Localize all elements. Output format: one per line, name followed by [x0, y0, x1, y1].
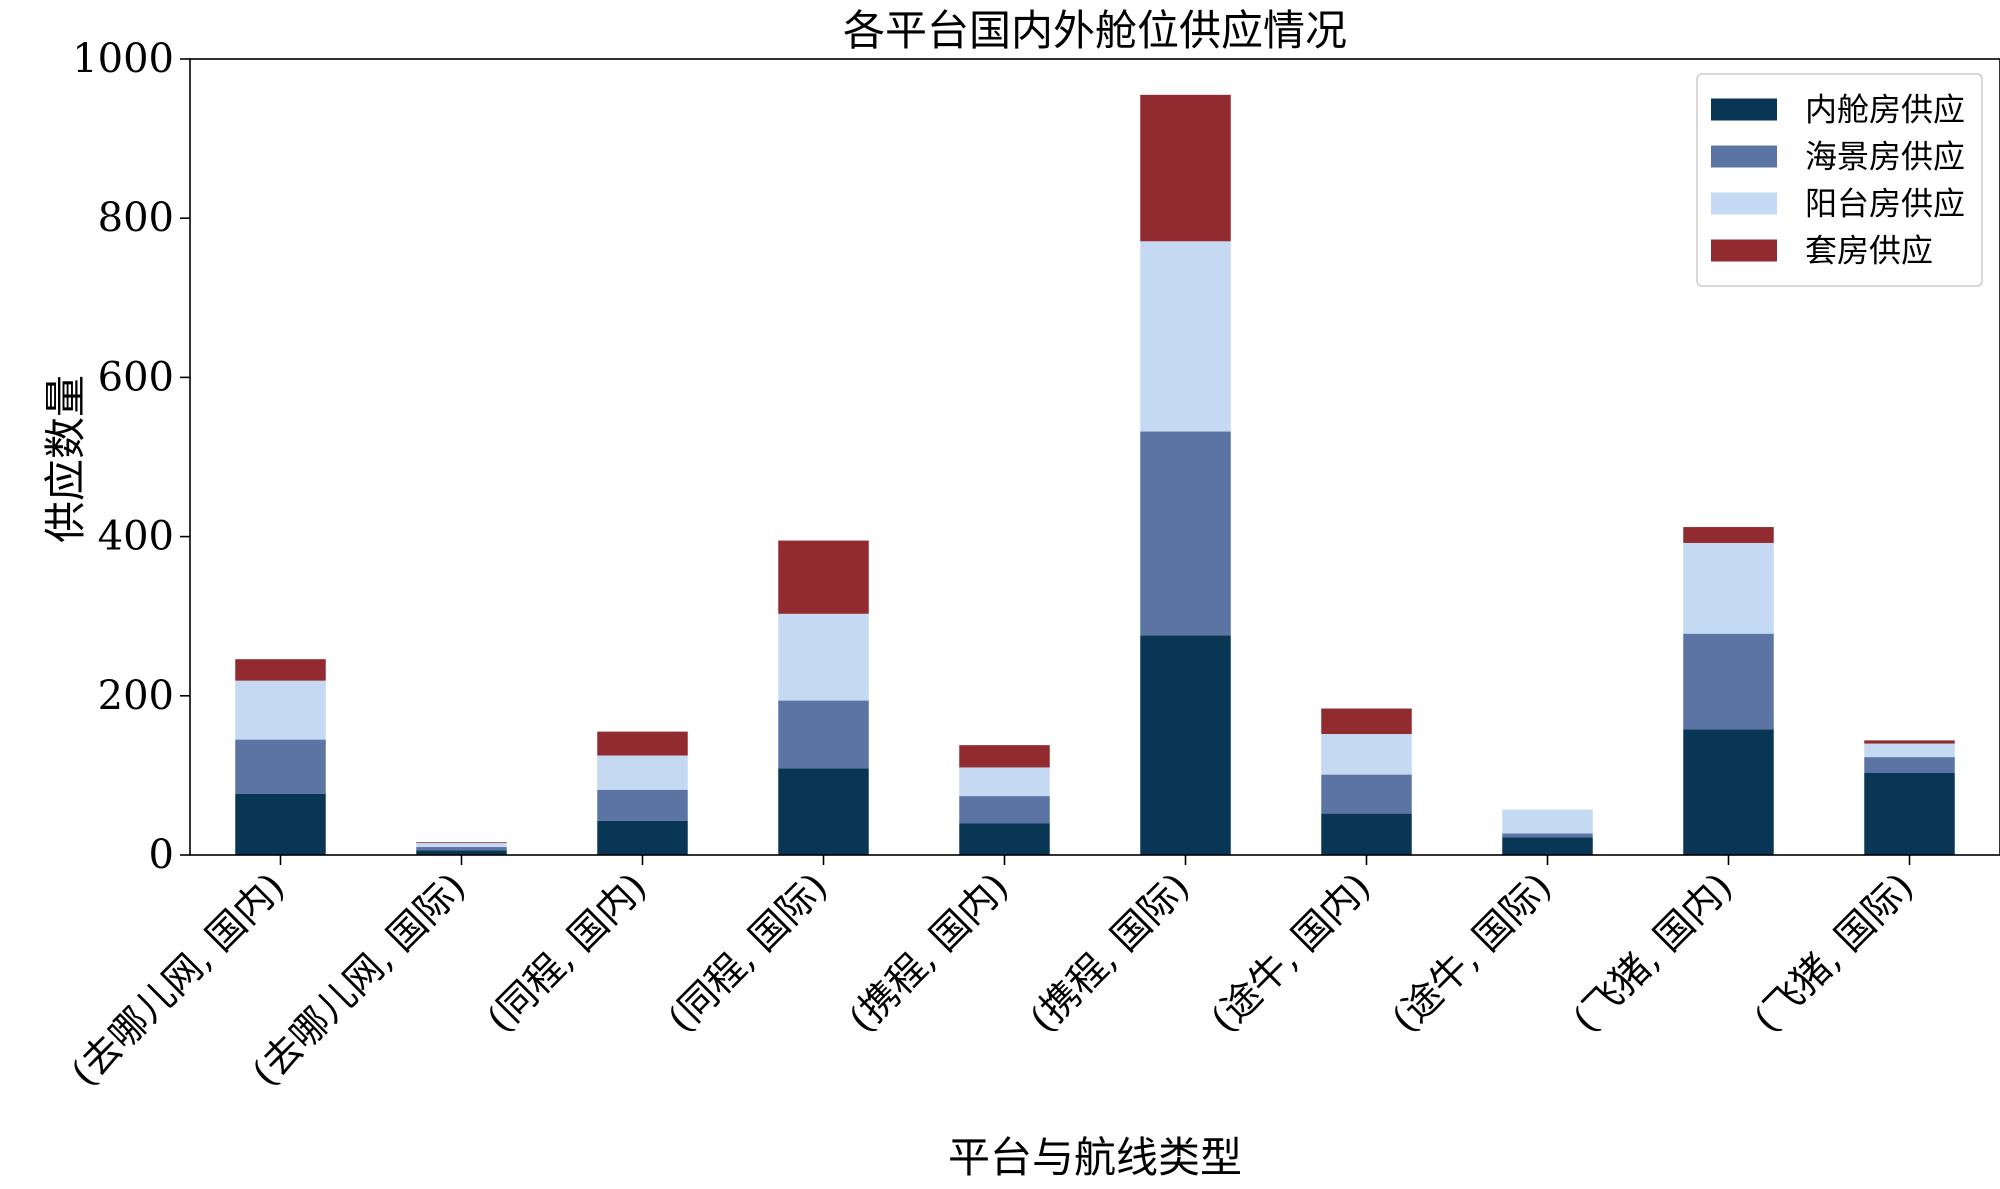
legend-swatch-0 [1711, 98, 1777, 121]
y-axis-label: 供应数量 [41, 375, 90, 543]
y-tick-label-3: 600 [98, 354, 174, 400]
legend-swatch-2 [1711, 192, 1777, 215]
bar-6-series-3 [1321, 708, 1412, 735]
bar-2-series-3 [597, 731, 688, 756]
y-tick-label-5: 1000 [72, 36, 174, 82]
x-tick-label-8: (飞猪, 国内) [1564, 864, 1741, 1041]
bar-7-series-0 [1502, 837, 1593, 855]
bar-0-series-2 [235, 680, 326, 740]
x-tick-label-5: (携程, 国际) [1021, 864, 1198, 1041]
bar-1-series-3 [416, 842, 507, 844]
bar-0-series-1 [235, 739, 326, 794]
x-axis-label: 平台与航线类型 [948, 1133, 1242, 1182]
x-tick-label-6: (途牛, 国内) [1202, 864, 1379, 1041]
bar-3-series-1 [778, 700, 869, 769]
bar-8-series-1 [1683, 633, 1774, 730]
x-tick-label-4: (携程, 国内) [840, 864, 1017, 1041]
bar-2-series-2 [597, 755, 688, 790]
y-tick-label-1: 200 [98, 673, 174, 719]
bar-5-series-2 [1140, 241, 1231, 432]
x-tick-label-3: (同程, 国际) [659, 864, 836, 1041]
y-tick-label-4: 800 [98, 195, 174, 241]
legend-label-0: 内舱房供应 [1805, 91, 1965, 129]
bar-2-series-0 [597, 820, 688, 855]
bar-5-series-3 [1140, 94, 1231, 242]
y-tick-label-2: 400 [98, 514, 174, 560]
bar-6-series-1 [1321, 774, 1412, 814]
legend-label-1: 海景房供应 [1805, 138, 1965, 176]
bar-5-series-0 [1140, 635, 1231, 855]
bar-4-series-0 [959, 823, 1050, 855]
chart-title: 各平台国内外舱位供应情况 [843, 6, 1347, 55]
bar-1-series-1 [416, 847, 507, 851]
bars-layer [235, 94, 1955, 855]
bar-1-series-2 [416, 843, 507, 848]
bar-0-series-0 [235, 793, 326, 855]
x-tick-label-9: (飞猪, 国际) [1745, 864, 1922, 1041]
bar-7-series-1 [1502, 833, 1593, 838]
bar-6-series-0 [1321, 813, 1412, 855]
bar-3-series-0 [778, 768, 869, 855]
bar-4-series-2 [959, 767, 1050, 797]
bar-5-series-1 [1140, 431, 1231, 636]
x-tick-label-7: (途牛, 国际) [1383, 864, 1560, 1041]
legend-frame [1696, 73, 1983, 287]
bar-0-series-3 [235, 659, 326, 681]
legend-swatch-3 [1711, 239, 1777, 262]
legend-swatch-1 [1711, 145, 1777, 168]
bar-1-series-0 [416, 850, 507, 855]
bar-6-series-2 [1321, 734, 1412, 775]
bar-9-series-0 [1864, 773, 1955, 855]
legend-label-2: 阳台房供应 [1805, 185, 1965, 223]
bar-3-series-2 [778, 613, 869, 701]
bar-9-series-1 [1864, 757, 1955, 774]
bar-9-series-2 [1864, 743, 1955, 758]
plot-frame [189, 58, 2000, 856]
x-tick-label-2: (同程, 国内) [478, 864, 655, 1041]
bar-8-series-3 [1683, 527, 1774, 543]
bar-8-series-0 [1683, 729, 1774, 855]
bar-7-series-2 [1502, 809, 1593, 834]
y-tick-label-0: 0 [149, 832, 174, 878]
bar-8-series-2 [1683, 542, 1774, 634]
bar-2-series-1 [597, 789, 688, 821]
bar-4-series-3 [959, 745, 1050, 768]
legend-label-3: 套房供应 [1805, 232, 1933, 270]
bar-3-series-3 [778, 540, 869, 614]
bar-4-series-1 [959, 796, 1050, 824]
bar-9-series-3 [1864, 740, 1955, 744]
